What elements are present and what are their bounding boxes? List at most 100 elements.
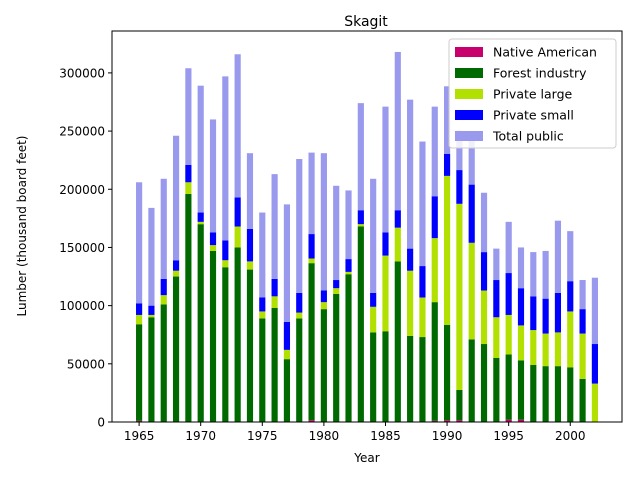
y-axis: 0 50000 100000 150000 200000 250000 300000 [59,66,112,430]
bar-segment-total-public-1977 [283,204,291,322]
bar-segment-forest-industry-1979 [308,263,315,421]
bar-segment-private-small-1992 [468,184,475,243]
bar-segment-private-small-1997 [530,296,537,331]
bar-segment-forest-industry-1985 [382,331,389,422]
bar-segment-native-american-1989 [431,420,438,422]
bar-segment-private-small-1980 [320,290,327,303]
bar-segment-total-public-1972 [222,76,229,241]
bar-segment-total-public-1971 [209,119,217,233]
bar-segment-forest-industry-1990 [443,324,451,421]
bar-segment-forest-industry-1986 [394,261,401,422]
bar-segment-private-small-1978 [296,292,303,313]
bar-segment-forest-industry-1991 [456,390,463,421]
bar-segment-private-small-1971 [209,232,217,246]
legend-swatch-private-small [455,110,483,120]
bar-segment-native-american-1990 [443,420,451,422]
bar-segment-forest-industry-1982 [345,274,352,422]
y-tick-label-200000: 200000 [59,183,105,197]
bar-segment-private-small-1970 [197,212,204,222]
bar-segment-forest-industry-1970 [197,224,204,422]
bar-segment-forest-industry-1972 [222,267,229,422]
legend-label-private-small: Private small [493,108,574,123]
x-tick-label-1975: 1975 [247,429,278,443]
bar-segment-private-small-1998 [542,298,549,334]
bar-segment-private-large-1985 [382,255,389,332]
bar-segment-private-small-1975 [259,297,266,312]
bar-segment-private-small-1996 [517,288,525,326]
bar-segment-private-small-1966 [148,305,155,315]
bar-segment-forest-industry-1994 [493,358,500,422]
bar-segment-private-small-1988 [419,266,426,298]
bar-segment-total-public-1980 [320,153,327,291]
bar-segment-total-public-2001 [579,280,586,310]
y-tick-label-0: 0 [97,416,105,430]
bar-segment-total-public-1985 [382,106,389,233]
bar-segment-private-large-1992 [468,242,475,340]
bar-segment-private-small-1981 [333,280,340,289]
bar-segment-private-large-1995 [505,314,512,355]
bar-segment-private-small-1987 [407,248,414,271]
bar-segment-private-large-1993 [480,290,488,345]
bar-segment-forest-industry-1967 [160,304,167,422]
plot-frame [111,30,623,423]
bar-segment-forest-industry-2000 [567,367,574,422]
y-tick-label-100000: 100000 [59,299,105,313]
bar-segment-private-small-1973 [234,197,241,227]
bar-segment-total-public-1967 [160,178,167,279]
bar-segment-forest-industry-1999 [554,366,562,422]
y-tick-label-50000: 50000 [67,357,105,371]
bar-segment-private-small-1982 [345,259,352,272]
bar-segment-forest-industry-1971 [209,250,217,422]
bar-segment-forest-industry-1976 [271,307,278,422]
x-tick-label-2000: 2000 [555,429,586,443]
bar-segment-private-large-1991 [456,203,463,390]
x-tick-label-1985: 1985 [370,429,401,443]
bar-segment-native-american-1965 [136,420,143,422]
bar-segment-private-large-1986 [394,227,401,262]
bar-segment-forest-industry-1977 [283,359,291,422]
bar-segment-forest-industry-1998 [542,366,549,422]
y-tick-label-300000: 300000 [59,66,105,80]
bars-group [136,51,598,422]
bar-segment-private-large-1969 [185,182,192,194]
bar-segment-private-large-1975 [259,311,266,319]
bar-segment-forest-industry-1988 [419,337,426,422]
bar-segment-total-public-1974 [246,153,254,229]
bar-segment-forest-industry-1997 [530,364,537,422]
bar-segment-private-large-1998 [542,333,549,367]
bar-segment-private-small-2002 [591,344,598,384]
bar-segment-total-public-1973 [234,54,241,198]
bar-segment-private-large-1999 [554,332,562,367]
y-axis-title: Lumber (thousand board feet) [15,136,29,317]
bar-segment-private-small-1995 [505,273,512,315]
bar-segment-private-small-1969 [185,164,192,183]
bar-segment-forest-industry-1966 [148,317,155,422]
legend-swatch-total-public [455,131,483,141]
bar-segment-private-large-1968 [172,270,180,277]
bar-segment-total-public-1966 [148,207,155,306]
x-axis-title: Year [353,451,379,465]
bar-segment-private-small-1991 [456,170,463,204]
bar-segment-private-large-2002 [591,383,598,422]
bar-segment-private-small-1968 [172,260,180,271]
legend-swatch-native-american [455,47,483,57]
x-tick-label-1965: 1965 [124,429,155,443]
bar-segment-private-large-1982 [345,271,352,275]
bar-segment-native-american-1991 [456,420,463,422]
bar-segment-total-public-1990 [443,86,451,154]
bar-segment-total-public-1970 [197,85,204,213]
bar-segment-total-public-2000 [567,231,574,282]
bar-segment-native-american-1979 [308,420,315,422]
bar-segment-forest-industry-1993 [480,344,488,422]
bar-segment-forest-industry-1981 [333,293,340,422]
x-tick-label-1970: 1970 [185,429,216,443]
bar-segment-total-public-1975 [259,212,266,298]
bar-segment-total-public-1982 [345,190,352,260]
bar-segment-private-large-1967 [160,295,167,305]
bar-segment-forest-industry-1969 [185,193,192,422]
bar-segment-private-large-1966 [148,314,155,318]
y-tick-label-250000: 250000 [59,125,105,139]
bar-segment-native-american-1996 [517,419,525,422]
bar-segment-private-small-1967 [160,278,167,296]
